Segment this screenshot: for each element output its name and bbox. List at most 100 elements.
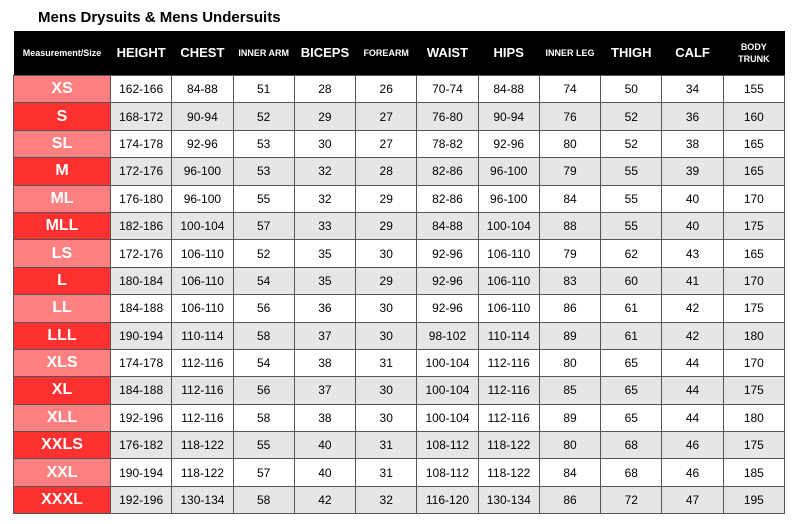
table-cell: 40 (293, 458, 357, 487)
table-row: XXXL 192-196 130-134 58 42 32 116-120 130-134 86… (13, 485, 786, 515)
table-cell: 106-110 (477, 294, 540, 323)
table-cell: 112-116 (477, 403, 540, 433)
column-header: WAIST (416, 31, 479, 76)
table-cell: 92-96 (171, 129, 234, 159)
table-cell: 185 (722, 458, 786, 487)
table-cell: 190-194 (109, 321, 173, 350)
table-row: ML 176-180 96-100 55 32 29 82-86 96-100 84 55 40 17… (13, 184, 786, 213)
table-cell: 80 (538, 348, 602, 378)
table-cell: 96-100 (477, 157, 540, 186)
size-label: SL (13, 129, 111, 159)
table-cell: 29 (355, 184, 418, 213)
table-row: LS 172-176 106-110 52 35 30 92-96 106-110 79 62 43… (13, 239, 786, 268)
table-cell: 180 (722, 403, 786, 433)
table-cell: 32 (355, 485, 418, 515)
table-cell: 106-110 (171, 239, 234, 268)
table-row: XLS 174-178 112-116 54 38 31 100-104 112-116 80 6… (13, 348, 786, 378)
table-cell: 52 (232, 102, 295, 131)
table-cell: 55 (232, 431, 295, 460)
table-cell: 31 (355, 458, 418, 487)
table-cell: 184-188 (109, 376, 173, 405)
table-cell: 90-94 (171, 102, 234, 131)
table-cell: 30 (293, 129, 357, 159)
table-cell: 35 (293, 239, 357, 268)
table-cell: 74 (538, 74, 602, 104)
table-cell: 36 (293, 294, 357, 323)
table-cell: 65 (600, 376, 663, 405)
table-cell: 165 (722, 239, 786, 268)
table-cell: 72 (600, 485, 663, 515)
table-cell: 175 (722, 294, 786, 323)
table-cell: 190-194 (109, 458, 173, 487)
table-cell: 62 (600, 239, 663, 268)
table-cell: 29 (355, 211, 418, 241)
table-cell: 108-112 (416, 458, 479, 487)
table-cell: 53 (232, 129, 295, 159)
table-cell: 43 (661, 239, 724, 268)
size-label: XS (13, 74, 111, 104)
table-cell: 44 (661, 376, 724, 405)
table-cell: 175 (722, 431, 786, 460)
table-cell: 26 (355, 74, 418, 104)
table-cell: 170 (722, 184, 786, 213)
table-cell: 31 (355, 348, 418, 378)
table-row: L 180-184 106-110 54 35 29 92-96 106-110 83 60 41 1… (13, 266, 786, 296)
table-body: XS 162-166 84-88 51 28 26 70-74 84-88 74 50 34 155 S… (13, 74, 786, 515)
table-cell: 83 (538, 266, 602, 296)
table-cell: 58 (232, 321, 295, 350)
table-cell: 55 (600, 211, 663, 241)
table-cell: 118-122 (477, 458, 540, 487)
table-cell: 42 (661, 321, 724, 350)
table-cell: 170 (722, 348, 786, 378)
table-cell: 51 (232, 74, 295, 104)
table-cell: 54 (232, 348, 295, 378)
table-cell: 28 (355, 157, 418, 186)
table-cell: 50 (600, 74, 663, 104)
table-row: LL 184-188 106-110 56 36 30 92-96 106-110 86 61 42… (13, 294, 786, 323)
table-cell: 55 (600, 157, 663, 186)
table-cell: 100-104 (416, 348, 479, 378)
table-cell: 130-134 (477, 485, 540, 515)
table-cell: 30 (355, 294, 418, 323)
size-label: LL (13, 294, 111, 323)
table-cell: 82-86 (416, 157, 479, 186)
table-row: XS 162-166 84-88 51 28 26 70-74 84-88 74 50 34 155 (13, 74, 786, 104)
table-cell: 176-182 (109, 431, 173, 460)
size-label: XXXL (13, 485, 111, 515)
table-cell: 30 (355, 239, 418, 268)
table-cell: 96-100 (171, 157, 234, 186)
size-label: XLL (13, 403, 111, 433)
table-cell: 70-74 (416, 74, 479, 104)
table-row: XLL 192-196 112-116 58 38 30 100-104 112-116 89 6… (13, 403, 786, 433)
table-cell: 56 (232, 376, 295, 405)
table-cell: 86 (538, 485, 602, 515)
table-cell: 68 (600, 431, 663, 460)
table-cell: 110-114 (477, 321, 540, 350)
table-cell: 100-104 (416, 376, 479, 405)
table-cell: 92-96 (416, 266, 479, 296)
table-cell: 180-184 (109, 266, 173, 296)
table-cell: 174-178 (109, 348, 173, 378)
size-label: LLL (13, 321, 111, 350)
column-header: BICEPS (294, 31, 356, 76)
size-label: M (13, 157, 111, 186)
column-header: INNER LEG (539, 31, 601, 76)
table-cell: 35 (293, 266, 357, 296)
table-cell: 175 (722, 376, 786, 405)
table-cell: 92-96 (416, 239, 479, 268)
table-cell: 28 (293, 74, 357, 104)
size-label: S (13, 102, 111, 131)
table-cell: 32 (293, 184, 357, 213)
table-cell: 85 (538, 376, 602, 405)
table-cell: 112-116 (171, 376, 234, 405)
table-cell: 172-176 (109, 239, 173, 268)
table-cell: 47 (661, 485, 724, 515)
table-cell: 192-196 (109, 403, 173, 433)
table-cell: 65 (600, 403, 663, 433)
column-header: INNER ARM (233, 31, 295, 76)
table-cell: 98-102 (416, 321, 479, 350)
table-cell: 160 (722, 102, 786, 131)
table-cell: 37 (293, 376, 357, 405)
table-cell: 57 (232, 458, 295, 487)
size-chart-table: Measurement/Size HEIGHT CHEST INNER ARM BICE… (13, 31, 786, 515)
